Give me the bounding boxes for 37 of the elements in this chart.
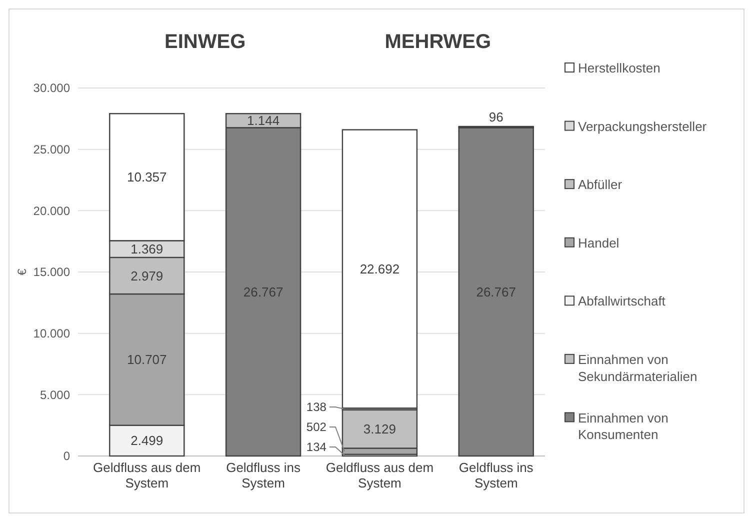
x-tick-label: Geldfluss aus dem System xyxy=(93,460,201,491)
legend-label: Einnahmen von Konsumenten xyxy=(578,410,668,442)
bar xyxy=(342,129,418,409)
data-label: 1.369 xyxy=(130,242,164,257)
legend-label: Abfallwirtschaft xyxy=(578,294,666,309)
x-tick-label: Geldfluss ins System xyxy=(458,460,534,491)
y-tick-label: 5.000 xyxy=(40,388,70,402)
y-axis-title: € xyxy=(15,268,29,276)
data-label: 10.357 xyxy=(127,170,167,185)
legend-label: Einnahmen von Sekundärmaterialien xyxy=(578,352,698,384)
data-label: 22.692 xyxy=(360,261,400,276)
text: EINWEG xyxy=(164,31,246,53)
bar xyxy=(458,127,534,457)
data-label: 138 xyxy=(306,400,327,414)
x-tick-label: Geldfluss ins System xyxy=(226,460,302,491)
data-label: 1.144 xyxy=(247,113,280,128)
legend-label: Herstellkosten xyxy=(578,60,660,76)
y-tick-label: 25.000 xyxy=(33,142,70,157)
y-tick-label: 20.000 xyxy=(33,204,70,218)
data-label: 2.979 xyxy=(130,268,164,284)
y-tick-label: 10.000 xyxy=(33,326,70,341)
data-label: 10.707 xyxy=(127,352,167,368)
legend-label: Handel xyxy=(578,235,620,250)
y-tick-label: 15.000 xyxy=(33,265,70,280)
legend-label: Abfüller xyxy=(578,177,623,192)
y-tick-label: 0 xyxy=(63,449,70,464)
data-label: 3.129 xyxy=(363,422,396,437)
y-tick-label: 30.000 xyxy=(33,81,70,96)
x-tick-label: Geldfluss aus dem System xyxy=(326,460,434,491)
data-label: 96 xyxy=(488,109,504,124)
legend-label: Verpackungshersteller xyxy=(578,118,708,134)
data-label: 502 xyxy=(306,420,327,434)
data-label: 2.499 xyxy=(130,433,164,448)
data-label: 26.767 xyxy=(243,284,284,300)
data-label: 26.767 xyxy=(476,284,516,300)
text: MEHRWEG xyxy=(384,31,492,53)
data-label: 134 xyxy=(306,440,327,454)
